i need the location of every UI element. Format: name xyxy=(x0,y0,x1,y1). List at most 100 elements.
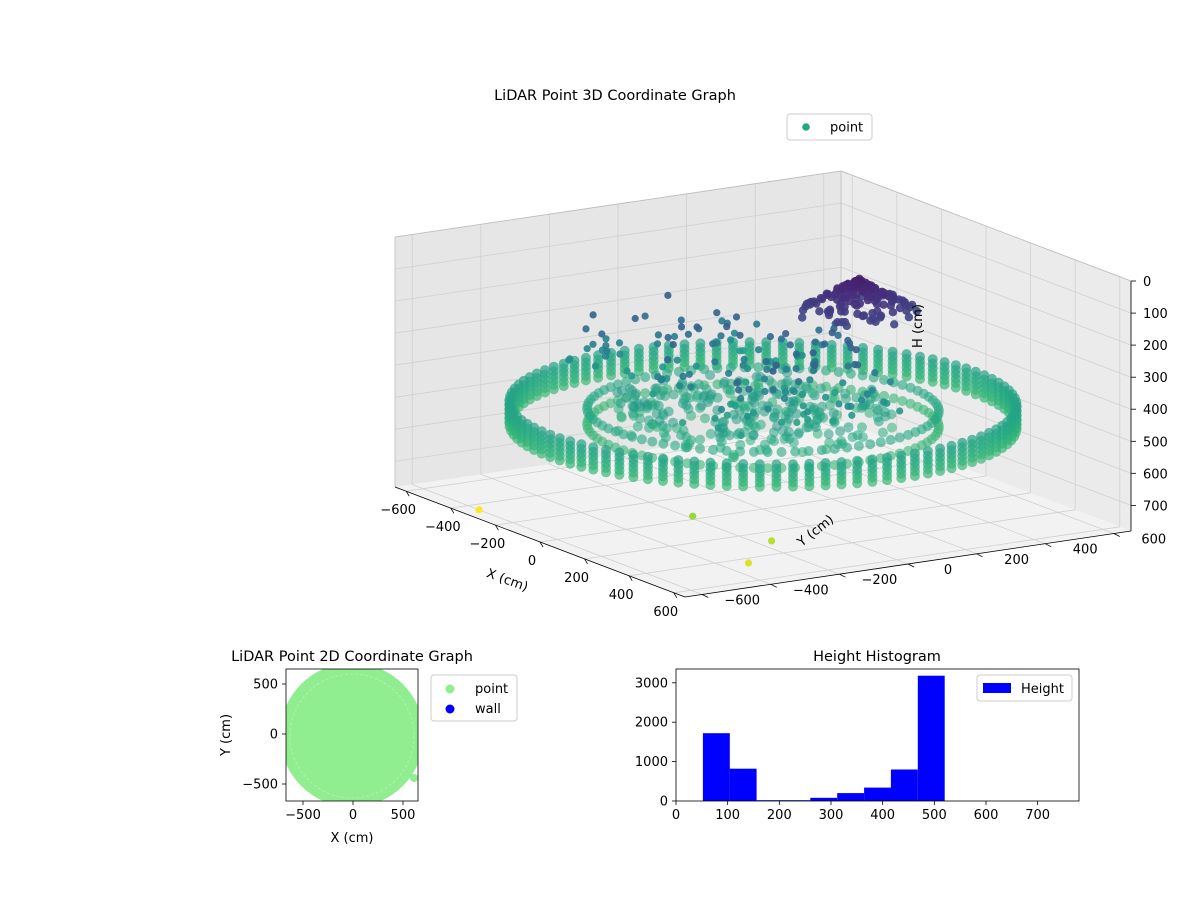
data-point xyxy=(935,466,946,476)
grid-y-floor xyxy=(412,484,703,595)
y-tick-label: −500 xyxy=(242,778,278,793)
data-point xyxy=(610,426,621,437)
legend-point-marker xyxy=(802,123,810,131)
data-point xyxy=(569,378,580,389)
x-tick-label: 200 xyxy=(564,571,589,586)
data-point xyxy=(614,469,625,480)
chart-3d-grid xyxy=(394,170,1132,598)
x-tick-label: 600 xyxy=(653,605,678,620)
y-tick-label: 600 xyxy=(1141,533,1166,548)
data-point xyxy=(657,376,665,384)
data-point xyxy=(602,335,610,343)
legend-point-marker xyxy=(445,684,455,694)
data-point xyxy=(633,366,644,377)
data-point xyxy=(885,434,896,445)
data-point xyxy=(798,313,807,322)
data-point xyxy=(669,341,677,349)
z-tick-label: 500 xyxy=(1143,435,1168,450)
data-point xyxy=(809,390,820,401)
data-point xyxy=(739,361,747,369)
data-point xyxy=(647,436,658,447)
data-point xyxy=(842,442,853,453)
chart-3d-xlabel: X (cm) xyxy=(484,566,530,595)
data-point xyxy=(696,400,707,411)
pane-edge xyxy=(394,170,842,238)
chart-3d: LiDAR Point 3D Coordinate Graph −600 −400… xyxy=(380,88,1167,620)
data-point xyxy=(854,361,862,369)
data-point xyxy=(872,300,882,309)
x-tick xyxy=(539,541,544,548)
data-point xyxy=(733,379,741,387)
z-tick-label: 200 xyxy=(1143,339,1168,354)
data-point xyxy=(732,313,741,321)
data-point xyxy=(601,467,611,478)
data-point xyxy=(709,340,717,348)
data-point xyxy=(623,367,631,375)
data-point xyxy=(735,386,743,394)
data-point xyxy=(946,463,957,474)
data-point xyxy=(912,306,921,316)
data-point xyxy=(588,464,599,475)
data-point xyxy=(762,447,773,458)
data-point xyxy=(848,411,856,419)
y-tick xyxy=(702,594,709,598)
data-point xyxy=(736,347,744,355)
data-point xyxy=(852,478,863,489)
data-point xyxy=(749,397,760,408)
x-tick-label: 700 xyxy=(1025,808,1050,823)
data-point xyxy=(822,393,830,401)
legend-frame xyxy=(976,674,1073,702)
data-point xyxy=(818,412,829,423)
data-point xyxy=(829,417,837,425)
y-tick-label: −400 xyxy=(793,583,829,598)
grid-y-floor xyxy=(480,473,771,585)
pane-edge xyxy=(840,170,1132,282)
data-point xyxy=(748,429,759,440)
data-point xyxy=(725,369,733,377)
x-tick-label: 0 xyxy=(528,554,536,569)
data-point xyxy=(833,318,842,327)
data-point xyxy=(632,421,643,432)
grid-z-left xyxy=(394,266,842,334)
grid-z-back xyxy=(840,202,1132,314)
z-tick-label: 400 xyxy=(1143,403,1168,418)
x-tick-label: −600 xyxy=(380,503,416,518)
x-tick-label: 400 xyxy=(609,588,634,603)
data-point xyxy=(800,381,811,392)
data-point xyxy=(927,376,938,387)
data-point xyxy=(967,457,978,468)
grid-z-left xyxy=(394,298,842,366)
data-point xyxy=(753,320,761,328)
x-tick xyxy=(584,558,588,565)
point-cloud-disk xyxy=(286,669,418,801)
chart-3d-ticks: −600 −400 −200 0 200 400 600 −600 −400 −200 0 200 40… xyxy=(380,275,1167,620)
data-point xyxy=(711,358,719,366)
data-point xyxy=(717,405,726,413)
data-point xyxy=(706,389,717,400)
data-point xyxy=(762,463,773,474)
data-point xyxy=(834,331,842,339)
data-point xyxy=(824,310,834,320)
data-point xyxy=(682,442,693,453)
data-point xyxy=(634,413,645,424)
data-point xyxy=(654,416,665,426)
data-point xyxy=(896,407,904,415)
data-point xyxy=(979,392,990,403)
data-point xyxy=(863,390,871,398)
data-point xyxy=(737,431,745,440)
data-point xyxy=(852,346,860,354)
chart-2d-xlabel: X (cm) xyxy=(331,831,374,846)
data-point xyxy=(825,400,835,411)
data-point xyxy=(970,389,981,400)
data-point xyxy=(737,394,745,403)
data-point xyxy=(705,480,716,490)
data-point xyxy=(566,355,574,363)
data-point xyxy=(721,445,732,456)
data-point xyxy=(823,429,834,440)
data-point xyxy=(837,307,846,316)
data-point xyxy=(957,460,968,471)
data-point xyxy=(705,370,716,381)
data-point xyxy=(654,331,663,339)
legend-wall-label: wall xyxy=(475,702,501,717)
